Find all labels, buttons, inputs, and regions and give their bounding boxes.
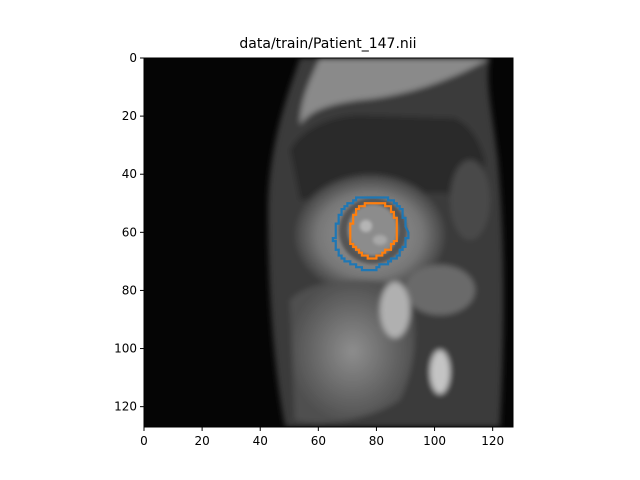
y-tick-label: 20 — [122, 109, 137, 123]
x-tick-label: 100 — [423, 434, 446, 448]
x-tick-label: 60 — [311, 434, 326, 448]
x-tick-label: 80 — [369, 434, 384, 448]
y-axis: 0 20 40 60 80 100 120 — [114, 51, 144, 414]
axes-frame — [143, 57, 514, 428]
x-tick-label: 0 — [140, 434, 148, 448]
y-tick-label: 120 — [114, 400, 137, 414]
y-tick-label: 60 — [122, 225, 137, 239]
y-tick-label: 0 — [129, 51, 137, 65]
y-tick-label: 80 — [122, 283, 137, 297]
x-tick-label: 40 — [253, 434, 268, 448]
y-tick-label: 40 — [122, 167, 137, 181]
endocardium-contour — [349, 202, 398, 260]
mri-image — [144, 58, 513, 427]
y-tick-label: 100 — [114, 342, 137, 356]
x-tick-label: 120 — [481, 434, 504, 448]
x-tick-label: 20 — [194, 434, 209, 448]
figure-title: data/train/Patient_147.nii — [239, 36, 416, 52]
epicardium-contour — [331, 196, 410, 272]
x-axis: 0 20 40 60 80 100 120 — [140, 427, 504, 448]
